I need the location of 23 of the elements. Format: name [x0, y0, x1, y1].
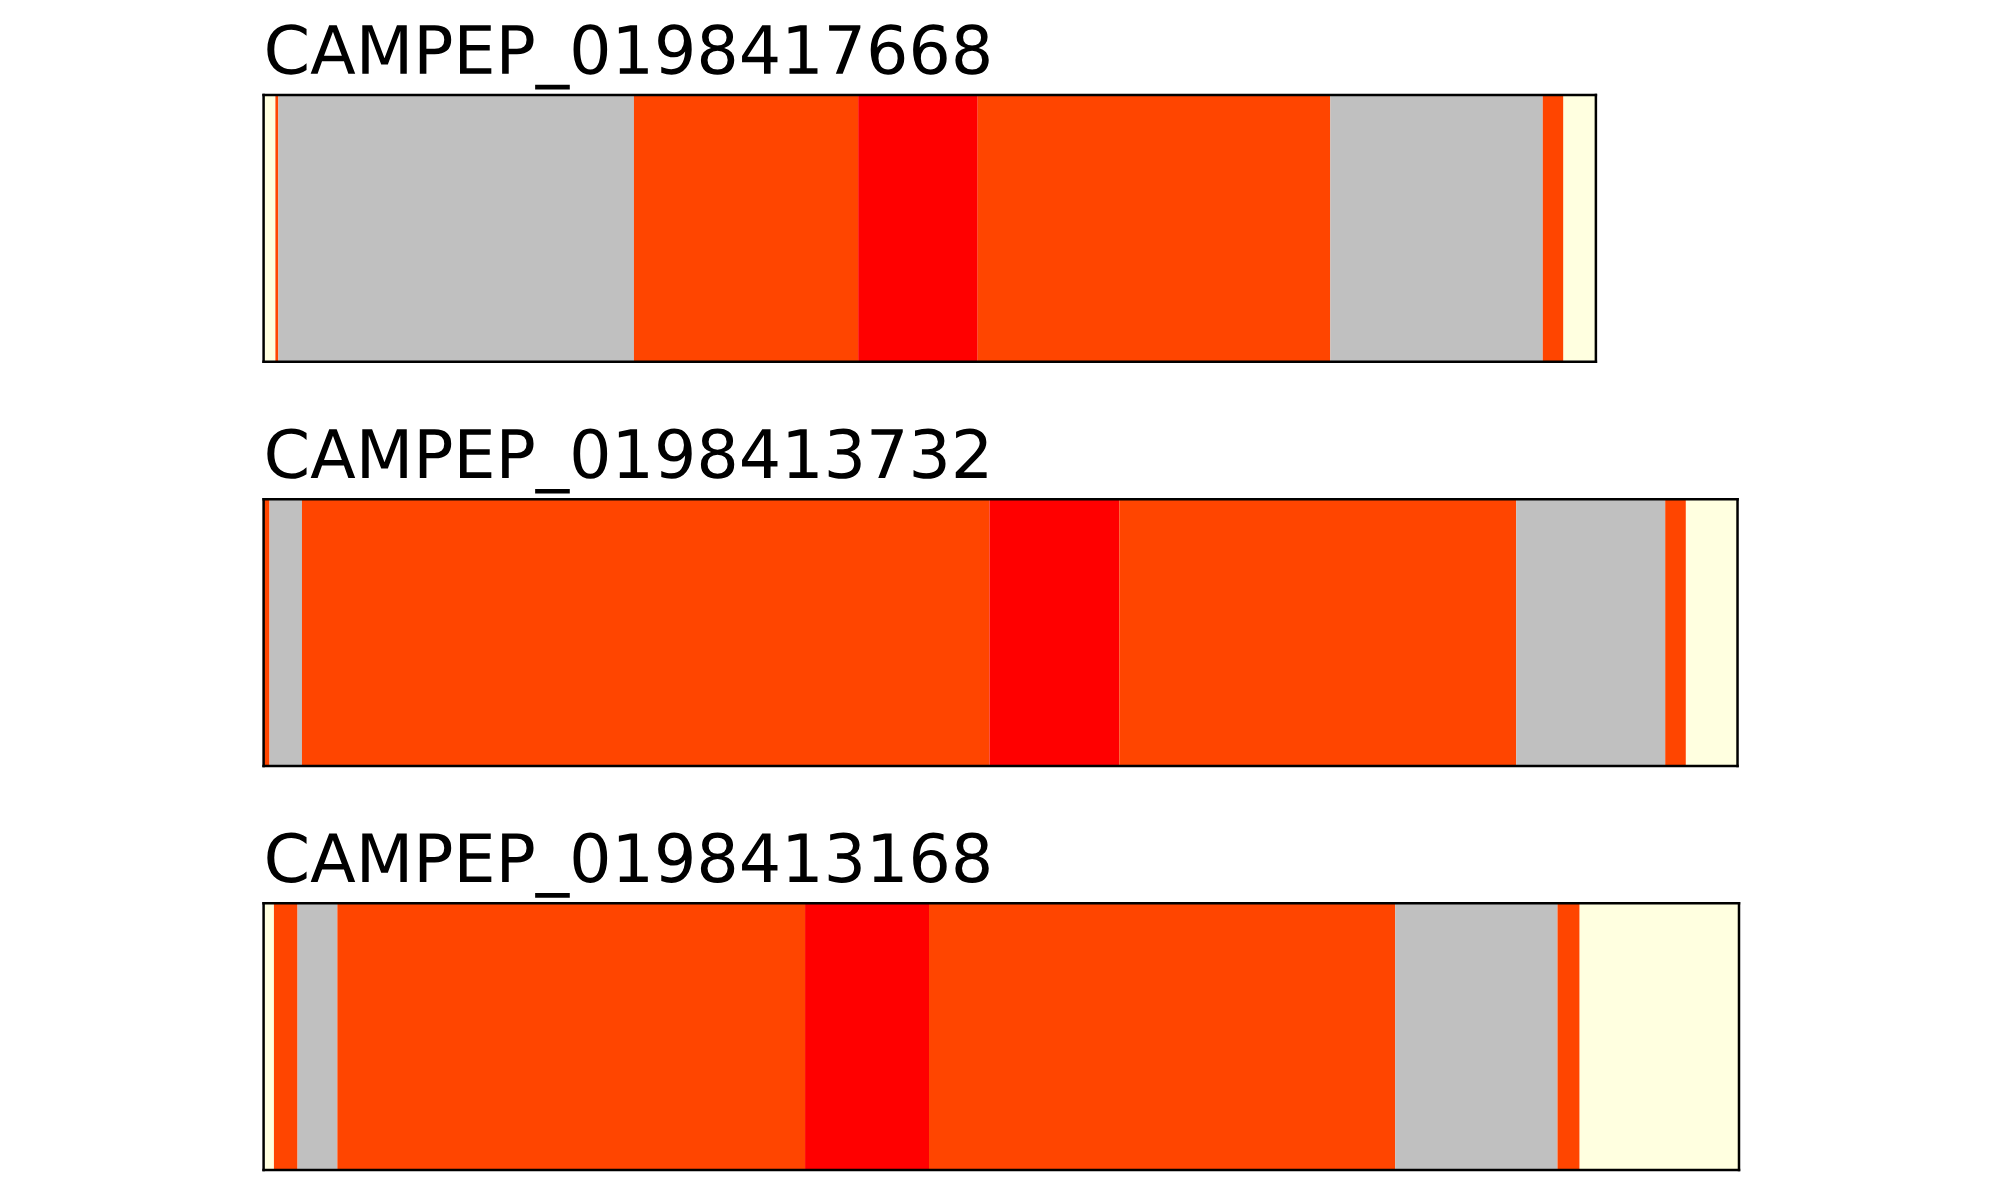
bar: [1395, 903, 1558, 1170]
bar: [1516, 499, 1666, 766]
bar: [1119, 499, 1517, 766]
bar: [989, 499, 1120, 766]
bar: [633, 95, 859, 362]
bar: [278, 95, 634, 362]
bar: [858, 95, 978, 362]
bar: [301, 499, 990, 766]
bar: [297, 903, 338, 1170]
bar: [273, 903, 298, 1170]
y-tick-label: CAMPEP_0198413732: [267, 428, 987, 494]
bar: [929, 903, 1396, 1170]
y-tick-label: CAMPEP_0198413168: [267, 832, 989, 898]
bar: [269, 499, 302, 766]
bar: [1330, 95, 1543, 362]
bar: [1665, 499, 1686, 766]
bar: [805, 903, 930, 1170]
bar: [1542, 95, 1564, 362]
bar: [337, 903, 806, 1170]
bar: [275, 95, 279, 362]
bar: [1557, 903, 1580, 1170]
y-tick-label: CAMPEP_0198417668: [267, 24, 989, 90]
bar: [977, 95, 1331, 362]
